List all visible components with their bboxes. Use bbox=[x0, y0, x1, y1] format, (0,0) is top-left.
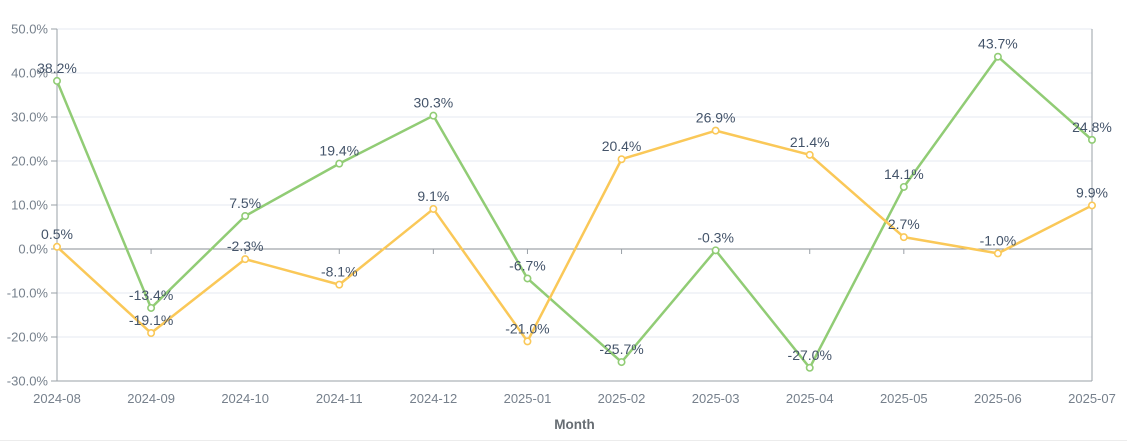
series-yellow-marker[interactable] bbox=[617, 155, 626, 164]
series-green-line bbox=[55, 55, 1094, 370]
x-tick-label: 2025-06 bbox=[974, 391, 1022, 406]
data-point-label: 24.8% bbox=[1072, 119, 1112, 135]
series-green-marker[interactable] bbox=[523, 274, 532, 283]
axes: 50.0% 40.0% 30.0% 20.0% 10.0% 0.0% -10.0% -20.0… bbox=[7, 22, 1116, 407]
data-point-label: 26.9% bbox=[696, 110, 736, 126]
series bbox=[52, 52, 1097, 372]
series-yellow-marker[interactable] bbox=[147, 329, 156, 338]
series-green-marker[interactable] bbox=[52, 76, 61, 85]
series-green-marker[interactable] bbox=[617, 358, 626, 367]
series-yellow-marker[interactable] bbox=[899, 233, 908, 242]
data-point-label: 0.5% bbox=[41, 226, 73, 242]
data-point-label: 2.7% bbox=[888, 216, 920, 232]
data-point-label: 30.3% bbox=[414, 95, 454, 111]
data-point-label: 14.1% bbox=[884, 166, 924, 182]
data-point-label: -19.1% bbox=[129, 312, 173, 328]
series-green-marker[interactable] bbox=[993, 52, 1002, 61]
series-green-marker[interactable] bbox=[711, 246, 720, 255]
y-tick-label: -30.0% bbox=[7, 374, 49, 389]
x-tick-label: 2024-11 bbox=[316, 391, 363, 406]
data-point-label: 43.7% bbox=[978, 36, 1018, 52]
series-yellow-marker[interactable] bbox=[335, 280, 344, 289]
x-tick-label: 2025-04 bbox=[786, 391, 834, 406]
x-tick-label: 2024-12 bbox=[410, 391, 458, 406]
data-point-label: -27.0% bbox=[788, 347, 832, 363]
series-green-marker[interactable] bbox=[805, 363, 814, 372]
series-green-marker[interactable] bbox=[429, 111, 438, 120]
data-point-label: 20.4% bbox=[602, 138, 642, 154]
data-point-label: 21.4% bbox=[790, 134, 830, 150]
series-green-marker[interactable] bbox=[147, 303, 156, 312]
series-yellow-line bbox=[55, 129, 1094, 343]
x-tick-label: 2024-09 bbox=[127, 391, 175, 406]
bottom-divider bbox=[0, 440, 1127, 441]
data-point-label: -0.3% bbox=[697, 229, 734, 245]
series-green-marker[interactable] bbox=[899, 182, 908, 191]
series-yellow-marker[interactable] bbox=[523, 337, 532, 346]
data-point-label: -8.1% bbox=[321, 264, 358, 280]
data-point-label: 38.2% bbox=[37, 60, 77, 76]
data-point-label: 19.4% bbox=[319, 143, 359, 159]
data-labels: 38.2% -13.4% 7.5% 19.4% 30.3% -6.7% -25.7% -0.3… bbox=[37, 36, 1112, 363]
x-tick-label: 2025-01 bbox=[504, 391, 552, 406]
y-tick-label: 50.0% bbox=[11, 22, 48, 37]
series-yellow-marker[interactable] bbox=[993, 249, 1002, 258]
data-point-label: -21.0% bbox=[505, 320, 549, 336]
x-tick-label: 2025-02 bbox=[598, 391, 646, 406]
series-green-marker[interactable] bbox=[335, 159, 344, 168]
data-point-label: -1.0% bbox=[980, 232, 1017, 248]
series-yellow-marker[interactable] bbox=[1088, 201, 1097, 210]
y-tick-label: 20.0% bbox=[11, 154, 48, 169]
data-point-label: -2.3% bbox=[227, 238, 264, 254]
x-tick-label: 2024-08 bbox=[33, 391, 81, 406]
data-point-label: 9.9% bbox=[1076, 184, 1108, 200]
y-tick-label: 30.0% bbox=[11, 110, 48, 125]
data-point-label: -25.7% bbox=[599, 341, 643, 357]
series-yellow-marker[interactable] bbox=[429, 204, 438, 213]
y-tick-label: -20.0% bbox=[7, 330, 49, 345]
x-tick-label: 2024-10 bbox=[221, 391, 269, 406]
x-tick-label: 2025-07 bbox=[1068, 391, 1116, 406]
data-point-label: 7.5% bbox=[229, 195, 261, 211]
data-point-label: 9.1% bbox=[417, 188, 449, 204]
data-point-label: -13.4% bbox=[129, 287, 173, 303]
x-tick-label: 2025-03 bbox=[692, 391, 740, 406]
y-tick-label: 10.0% bbox=[11, 198, 48, 213]
data-point-label: -6.7% bbox=[509, 257, 546, 273]
x-tick-label: 2025-05 bbox=[880, 391, 928, 406]
x-axis-title: Month bbox=[554, 417, 594, 432]
series-yellow-marker[interactable] bbox=[805, 150, 814, 159]
series-yellow-marker[interactable] bbox=[241, 255, 250, 264]
series-green-marker[interactable] bbox=[241, 212, 250, 221]
series-yellow-marker[interactable] bbox=[52, 242, 61, 251]
series-yellow-marker[interactable] bbox=[711, 126, 720, 135]
gridlines bbox=[57, 28, 1092, 382]
y-tick-label: 0.0% bbox=[18, 242, 48, 257]
y-tick-label: 40.0% bbox=[11, 66, 48, 81]
y-tick-label: -10.0% bbox=[7, 286, 49, 301]
series-green-marker[interactable] bbox=[1088, 135, 1097, 144]
